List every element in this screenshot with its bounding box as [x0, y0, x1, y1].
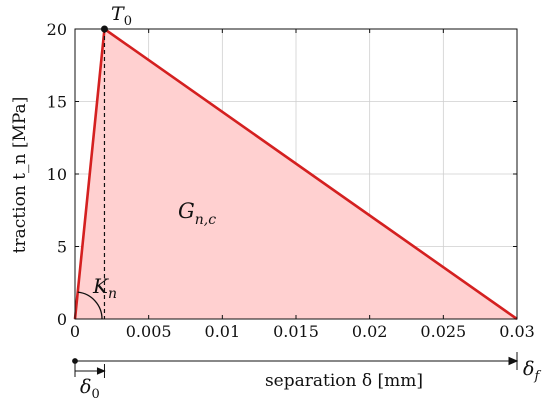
delta-f-arrowhead [508, 356, 519, 366]
y-axis-label: traction t_n [MPa] [10, 97, 30, 254]
x-tick-label: 0.025 [420, 322, 466, 341]
delta-f-label: δf [523, 358, 541, 384]
y-tick-label: 0 [57, 310, 67, 329]
x-tick-label: 0.015 [273, 322, 319, 341]
x-tick-label: 0.01 [205, 322, 241, 341]
peak-point [100, 25, 108, 33]
y-tick-label: 15 [47, 93, 67, 112]
y-tick-label: 20 [47, 20, 67, 39]
y-tick-label: 10 [47, 165, 67, 184]
tick-labels: 0 0.005 0.01 0.015 0.02 0.025 0.03 0 5 10 15 20 [47, 20, 535, 341]
peak-label: T0 [111, 3, 132, 29]
fracture-energy-area [75, 29, 517, 319]
x-tick-label: 0 [70, 322, 80, 341]
y-tick-label: 5 [57, 238, 67, 257]
stiffness-label: Kn [92, 274, 117, 302]
delta-dimension-lines [72, 352, 519, 378]
x-tick-label: 0.03 [499, 322, 535, 341]
axis-ticks [74, 28, 518, 320]
x-tick-label: 0.02 [352, 322, 388, 341]
delta-0-arrowhead [96, 367, 106, 375]
x-axis-label: separation δ [mm] [265, 371, 423, 391]
fracture-energy-label: Gn,c [178, 199, 216, 228]
stiffness-arc [77, 291, 103, 320]
x-tick-label: 0.005 [126, 322, 172, 341]
delta-0-label: δ0 [80, 376, 100, 401]
